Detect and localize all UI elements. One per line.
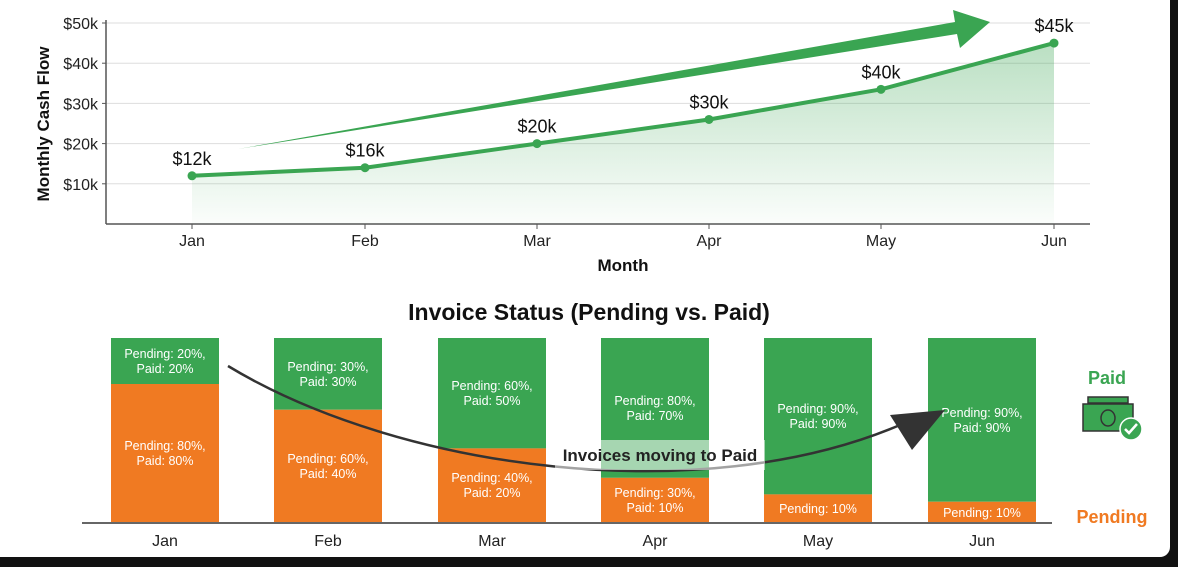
x-tick-label: Mar	[478, 533, 506, 550]
x-tick-label: Mar	[523, 233, 551, 250]
data-label: $16k	[345, 141, 385, 161]
legend-pending: Pending	[1077, 507, 1148, 527]
x-tick-label: Apr	[643, 533, 669, 550]
bar-chart: Invoice Status (Pending vs. Paid) Pending…	[82, 299, 1148, 550]
bar-pending	[928, 501, 1036, 522]
data-label: $40k	[861, 62, 901, 82]
bar-paid	[438, 338, 546, 449]
bar-paid	[928, 338, 1036, 502]
bill-stack	[1087, 396, 1129, 404]
data-point	[876, 84, 886, 94]
paid-label: Pending: 20%, Paid: 20%	[124, 347, 205, 376]
pending-label: Pending: 30%, Paid: 10%	[614, 486, 695, 515]
paid-label: Pending: 60%, Paid: 50%	[451, 379, 532, 408]
pending-label: Pending: 60%, Paid: 40%	[287, 452, 368, 481]
x-tick-label: Feb	[351, 233, 379, 250]
data-point	[360, 163, 370, 173]
pending-label: Pending: 40%, Paid: 20%	[451, 471, 532, 500]
x-tick-label: Jan	[152, 533, 178, 550]
bar-pending	[764, 494, 872, 522]
data-label: $20k	[517, 117, 557, 137]
bar-pending	[438, 448, 546, 522]
data-point	[187, 171, 197, 181]
data-point	[1049, 38, 1059, 48]
pending-label: Pending: 10%	[779, 502, 857, 516]
x-tick-label: May	[803, 533, 833, 550]
y-tick-label: $10k	[63, 177, 99, 194]
data-point	[532, 139, 542, 149]
y-tick-label: $20k	[63, 137, 99, 154]
bar-paid	[111, 338, 219, 384]
annotation-bg	[555, 440, 765, 470]
annotation-label: Invoices moving to Paid	[563, 446, 758, 465]
moving-arrow-head	[890, 410, 945, 450]
x-tick-label: Feb	[314, 533, 342, 550]
data-point	[704, 114, 714, 124]
chart-title: Invoice Status (Pending vs. Paid)	[408, 299, 770, 325]
line-chart: $10k $20k $30k $40k $50k Monthly Cash Flow Mon…	[34, 10, 1090, 275]
moving-arrow	[227, 364, 901, 473]
bar-pending	[274, 409, 382, 522]
data-label: $12k	[172, 149, 212, 169]
bar-paid	[274, 338, 382, 410]
x-tick-label: May	[866, 233, 896, 250]
pending-label: Pending: 80%, Paid: 80%	[124, 439, 205, 468]
bar-paid	[764, 338, 872, 495]
data-label: $30k	[689, 92, 729, 112]
paid-label: Pending: 30%, Paid: 30%	[287, 360, 368, 389]
paid-label: Pending: 90%, Paid: 90%	[777, 402, 858, 431]
series-line	[191, 41, 1055, 178]
money-check-icon	[1082, 396, 1143, 441]
bar-pending	[111, 384, 219, 522]
chart-canvas: $10k $20k $30k $40k $50k Monthly Cash Flow Mon…	[34, 10, 1148, 550]
x-tick-label: Jun	[969, 533, 995, 550]
x-tick-label: Jun	[1041, 233, 1067, 250]
paid-label: Pending: 80%, Paid: 70%	[614, 394, 695, 423]
x-tick-label: Jan	[179, 233, 205, 250]
bill-circle	[1100, 409, 1116, 427]
paid-label: Pending: 90%, Paid: 90%	[941, 406, 1022, 435]
y-axis-label: Monthly Cash Flow	[34, 46, 53, 202]
y-tick-label: $40k	[63, 56, 99, 73]
x-tick-label: Apr	[697, 233, 723, 250]
legend-paid: Paid	[1088, 368, 1126, 388]
x-axis-label: Month	[598, 256, 649, 275]
pending-label: Pending: 10%	[943, 506, 1021, 520]
bar-pending	[601, 477, 709, 522]
check-mark	[1124, 423, 1138, 435]
data-label: $45k	[1034, 16, 1074, 36]
y-tick-label: $50k	[63, 16, 99, 33]
y-tick-label: $30k	[63, 96, 99, 113]
chart-card: $10k $20k $30k $40k $50k Monthly Cash Flow Mon…	[0, 0, 1170, 557]
